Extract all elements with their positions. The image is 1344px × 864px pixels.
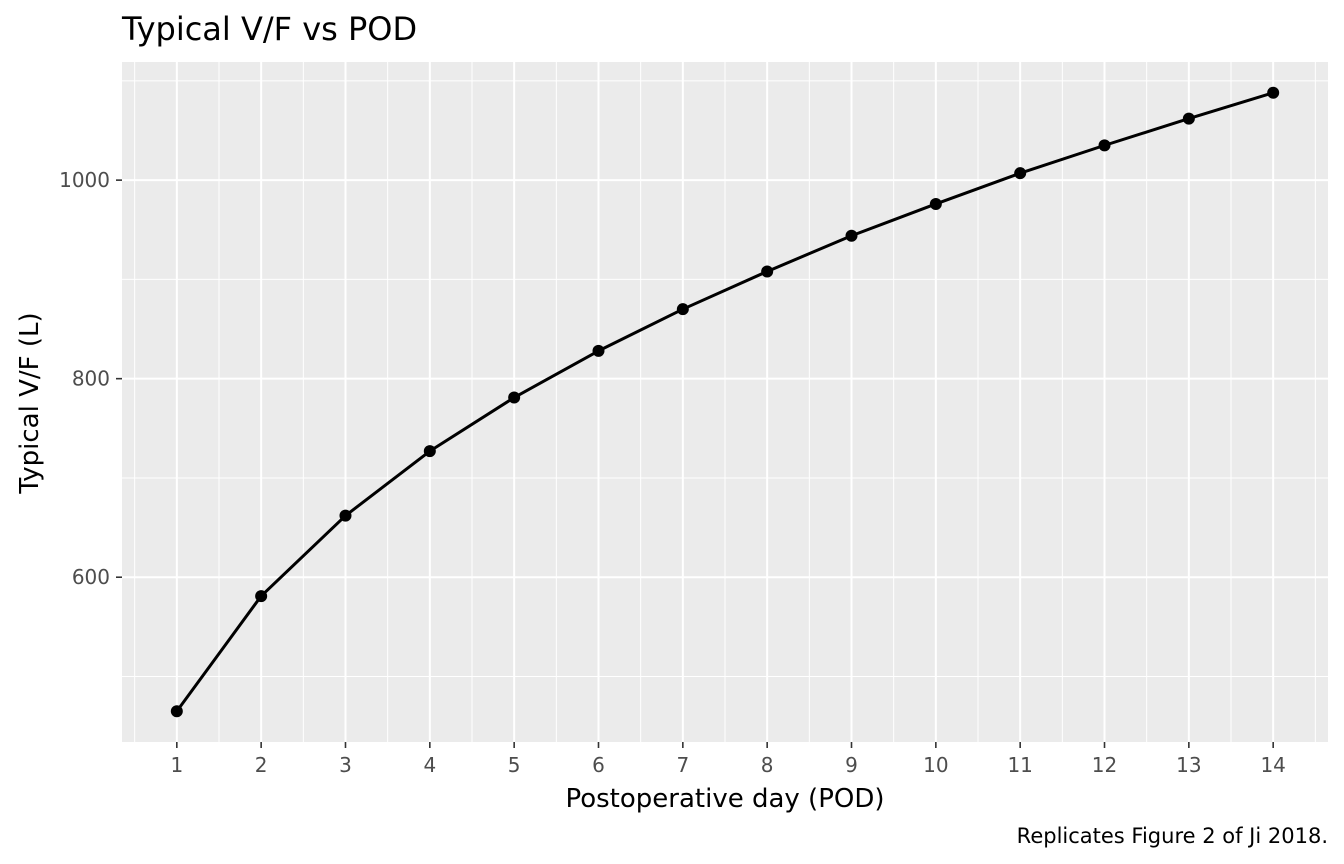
data-point — [255, 590, 268, 603]
data-point — [1014, 167, 1027, 180]
x-tick-label: 7 — [676, 753, 689, 777]
x-tick-label: 10 — [923, 753, 948, 777]
data-point — [1182, 112, 1195, 125]
data-point — [1267, 86, 1280, 99]
grid-minor — [122, 62, 1328, 742]
chart-title: Typical V/F vs POD — [121, 10, 417, 48]
y-axis: 600 800 1000 — [59, 168, 122, 589]
x-tick-label: 14 — [1260, 753, 1285, 777]
data-point — [761, 265, 774, 278]
x-tick-label: 5 — [508, 753, 521, 777]
x-tick-label: 3 — [339, 753, 352, 777]
x-tick-label: 13 — [1176, 753, 1201, 777]
data-point — [845, 229, 858, 242]
x-tick-label: 2 — [255, 753, 268, 777]
data-point — [676, 303, 689, 316]
x-tick-label: 11 — [1007, 753, 1032, 777]
data-point — [1098, 139, 1111, 152]
y-tick-label: 600 — [72, 565, 110, 589]
x-tick-label: 8 — [761, 753, 774, 777]
x-tick-label: 12 — [1092, 753, 1117, 777]
data-point — [592, 344, 605, 357]
series-points — [170, 86, 1280, 718]
series-lines — [175, 91, 1274, 713]
x-tick-label: 6 — [592, 753, 605, 777]
y-tick-label: 800 — [72, 367, 110, 391]
x-axis: 1 2 3 4 5 6 7 8 9 10 11 12 13 14 — [170, 742, 1286, 777]
data-point — [423, 445, 436, 458]
series-line — [175, 91, 1274, 713]
x-tick-label: 4 — [423, 753, 436, 777]
x-tick-label: 9 — [845, 753, 858, 777]
y-axis-title: Typical V/F (L) — [15, 312, 45, 494]
y-tick-label: 1000 — [59, 168, 110, 192]
data-point — [339, 509, 352, 522]
data-point — [929, 197, 942, 210]
caption: Replicates Figure 2 of Ji 2018. — [1017, 824, 1328, 848]
data-point — [508, 391, 521, 404]
x-axis-title: Postoperative day (POD) — [565, 784, 884, 814]
data-point — [170, 705, 183, 718]
x-tick-label: 1 — [170, 753, 183, 777]
grid-major — [122, 62, 1328, 742]
